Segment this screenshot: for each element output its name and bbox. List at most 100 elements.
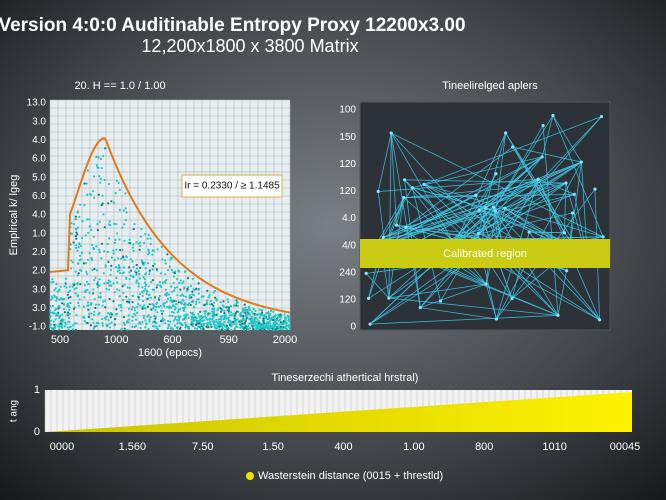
scatter-dot [129,258,132,261]
scatter-dot [125,295,128,298]
scatter-dot [89,193,92,196]
scatter-dot [71,261,74,264]
scatter-dot [77,262,80,265]
scatter-dot [88,218,91,221]
scatter-dot [148,320,151,323]
scatter-dot [261,311,264,314]
scatter-dot [107,202,110,205]
scatter-dot [214,296,217,299]
scatter-dot [101,322,104,325]
scatter-dot [127,318,130,321]
scatter-dot [194,323,198,326]
scatter-dot [64,277,68,280]
node [402,178,407,182]
scatter-dot [137,303,140,306]
scatter-dot [235,310,239,313]
scatter-dot [57,307,60,310]
scatter-dot [131,260,134,263]
node [402,196,406,200]
scatter-dot [142,263,145,266]
scatter-dot [92,288,95,291]
y-tick-label: 6.0 [32,154,46,165]
scatter-dot [123,258,126,261]
scatter-dot [115,179,119,182]
scatter-dot [139,304,142,307]
scatter-dot [188,297,191,300]
scatter-dot [72,241,75,244]
scatter-dot [286,328,289,331]
scatter-dot [120,257,123,260]
y-label: t ang [9,400,20,422]
scatter-dot [149,237,152,240]
scatter-dot [279,327,282,330]
node [493,209,497,213]
y-tick-label: -1.0 [29,322,47,333]
scatter-dot [223,328,226,331]
scatter-dot [259,316,262,319]
scatter-dot [75,228,78,231]
scatter-dot [93,267,96,271]
scatter-dot [71,328,74,331]
scatter-dot [142,314,145,317]
scatter-dot [131,246,135,249]
scatter-dot [233,322,236,325]
scatter-dot [170,285,173,288]
scatter-dot [192,288,195,291]
scatter-dot [122,298,125,301]
scatter-dot [154,296,157,299]
scatter-dot [198,301,201,304]
scatter-dot [134,314,137,317]
scatter-dot [68,308,71,311]
y-label: Emplrical k/ lgeg [8,175,20,256]
scatter-dot [255,328,258,331]
scatter-dot [139,241,142,244]
scatter-dot [131,315,134,318]
edge [405,146,513,228]
scatter-dot [70,267,73,270]
scatter-dot [62,303,66,306]
scatter-dot [276,316,280,319]
node [572,192,577,196]
scatter-dot [137,242,140,245]
scatter-dot [126,320,129,323]
scatter-dot [213,310,216,313]
scatter-dot [69,295,72,298]
scatter-dot [155,286,158,289]
scatter-dot [70,259,73,262]
node [503,206,507,210]
scatter-dot [139,266,142,269]
scatter-dot [144,287,147,290]
scatter-dot [103,316,106,320]
y-tick-label: 1.0 [32,228,46,239]
scatter-dot [58,316,61,319]
scatter-dot [183,270,186,273]
scatter-dot [278,323,281,326]
scatter-dot [107,260,110,263]
scatter-dot [98,220,101,223]
scatter-dot [201,316,204,319]
node [494,317,499,321]
scatter-dot [185,324,188,327]
scatter-dot [218,325,221,328]
scatter-dot [146,237,149,240]
scatter-dot [141,307,144,310]
scatter-dot [120,306,123,309]
scatter-dot [215,327,218,330]
scatter-dot [272,310,275,313]
scatter-dot [153,320,156,323]
scatter-dot [78,215,81,218]
scatter-dot [205,325,208,328]
scatter-dot [255,320,258,324]
scatter-dot [178,270,181,273]
scatter-dot [217,318,221,321]
scatter-dot [171,304,174,307]
scatter-dot [126,300,129,303]
scatter-dot [118,268,121,272]
scatter-dot [119,303,122,307]
scatter-dot [67,316,71,320]
edge [388,283,487,299]
scatter-dot [114,238,117,241]
scatter-dot [260,326,263,329]
scatter-dot [188,302,191,305]
scatter-dot [184,321,187,324]
